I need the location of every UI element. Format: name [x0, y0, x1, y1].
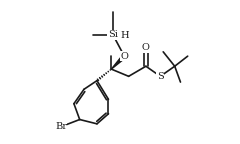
Text: H: H — [121, 32, 129, 40]
Text: Si: Si — [108, 30, 118, 39]
Text: Br: Br — [55, 122, 67, 131]
Text: O: O — [142, 43, 150, 52]
Text: S: S — [157, 72, 164, 81]
Text: O: O — [120, 52, 128, 61]
Polygon shape — [111, 55, 126, 69]
